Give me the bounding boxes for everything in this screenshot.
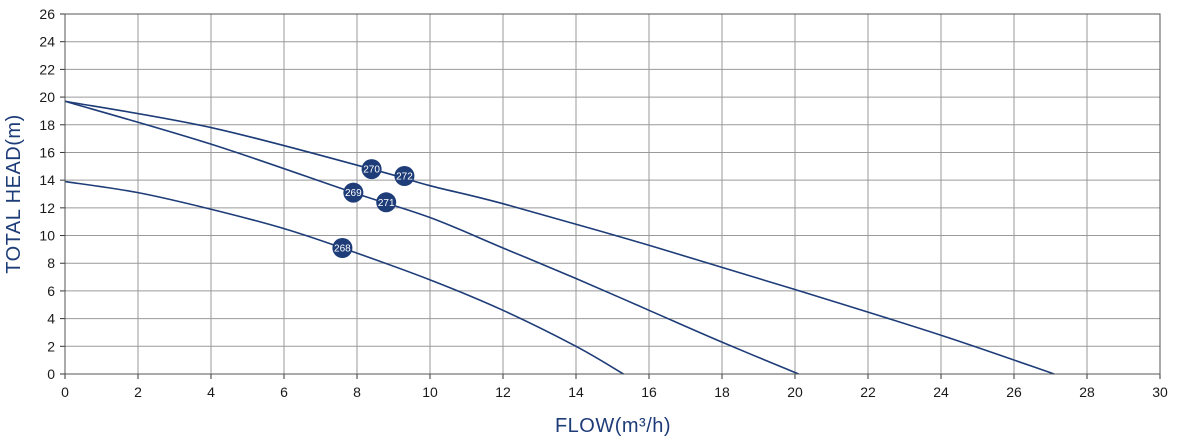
series-line-3 [64,100,1055,375]
curve-badge-271: 271 [376,192,397,213]
badge-label: 268 [334,244,351,255]
y-tick-label: 4 [47,311,55,327]
curve-badge-272: 272 [394,166,415,186]
x-tick-label: 22 [860,384,876,400]
y-tick-label: 18 [39,117,55,133]
series-line-2 [64,100,799,375]
x-tick-label: 8 [353,384,361,400]
x-tick-label: 20 [787,384,803,400]
x-axis-title: FLOW(m³/h) [555,415,671,437]
y-tick-label: 20 [39,89,55,105]
badge-circle [332,238,353,258]
y-tick-label: 26 [39,6,55,22]
plot-border [64,13,1161,375]
badge-circle [361,159,382,180]
badge-circle [343,182,364,203]
curve-labels: 268 269 270 271 272 [332,159,415,258]
y-tick-label: 16 [39,144,55,160]
x-tick-label: 26 [1006,384,1022,400]
y-tick-label: 8 [47,255,55,271]
y-tick-label: 24 [39,34,55,50]
badge-label: 269 [345,188,362,199]
y-tick-label: 6 [47,283,55,299]
x-tick-label: 4 [207,384,215,400]
curve-badge-269: 269 [343,182,364,203]
x-tick-label: 30 [1152,384,1168,400]
curve-badge-268: 268 [332,238,353,258]
grid [64,13,1161,375]
y-tick-label: 2 [47,338,55,354]
x-tick-label: 2 [134,384,142,400]
curves [64,100,1055,375]
y-tick-label: 22 [39,61,55,77]
x-tick-label: 18 [714,384,730,400]
badge-circle [376,192,397,213]
y-axis-title: TOTAL HEAD(m) [3,114,25,273]
series-line-1 [64,180,624,375]
x-tick-label: 24 [933,384,949,400]
badge-label: 272 [396,172,413,183]
y-tick-label: 12 [39,200,55,216]
x-tick-label: 10 [422,384,438,400]
y-tick-label: 10 [39,228,55,244]
x-tick-label: 0 [61,384,69,400]
x-tick-label: 14 [568,384,584,400]
badge-label: 270 [363,165,380,176]
x-tick-label: 6 [280,384,288,400]
y-tick-label: 14 [39,172,55,188]
x-tick-labels: 0 2 4 6 8 10 12 14 16 18 20 22 24 26 28 30 [61,384,1168,400]
x-tick-label: 12 [495,384,511,400]
curve-badge-270: 270 [361,159,382,180]
x-tick-label: 28 [1079,384,1095,400]
badge-circle [394,166,415,186]
badge-label: 271 [378,198,395,209]
plot-frame [60,13,1161,379]
x-tick-label: 16 [641,384,657,400]
y-tick-label: 0 [47,366,55,382]
